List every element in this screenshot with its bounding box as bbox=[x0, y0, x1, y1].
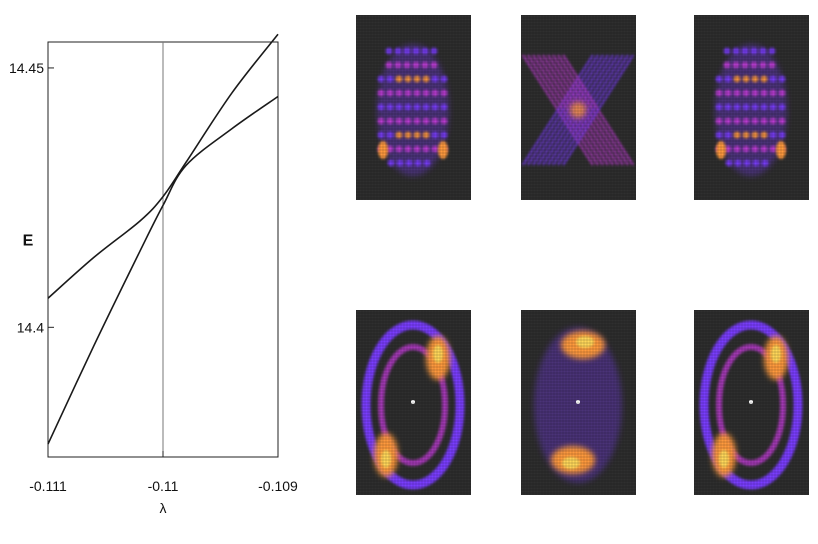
y-tick-label-1: 14.4 bbox=[17, 319, 44, 335]
y-tick-label-2: 14.45 bbox=[9, 60, 44, 76]
series-line-1 bbox=[47, 95, 279, 445]
bottom-wavefunction-panel-3 bbox=[694, 310, 809, 495]
x-tick-label-1: -0.111 bbox=[29, 478, 67, 494]
bottom-wavefunction-panel-2 bbox=[521, 310, 636, 495]
x-tick-label-3: -0.109 bbox=[258, 478, 298, 494]
bottom-density-image-3 bbox=[694, 310, 809, 495]
top-wavefunction-panel-2 bbox=[521, 15, 636, 200]
top-wavefunction-panel-3 bbox=[694, 15, 809, 200]
x-tick-label-2: -0.11 bbox=[148, 478, 179, 494]
bottom-density-image-1 bbox=[356, 310, 471, 495]
top-density-image-2 bbox=[521, 15, 636, 200]
y-axis-label: E bbox=[23, 232, 34, 249]
bottom-wavefunction-panel-1 bbox=[356, 310, 471, 495]
x-axis-label: λ bbox=[160, 500, 167, 516]
bottom-density-image-2 bbox=[521, 310, 636, 495]
series-line-2 bbox=[47, 33, 279, 299]
top-wavefunction-panel-1 bbox=[356, 15, 471, 200]
energy-level-chart: -0.111 -0.11 -0.109 14.4 14.45 λ E bbox=[9, 33, 298, 516]
top-density-image-1 bbox=[356, 15, 471, 200]
top-density-image-3 bbox=[694, 15, 809, 200]
